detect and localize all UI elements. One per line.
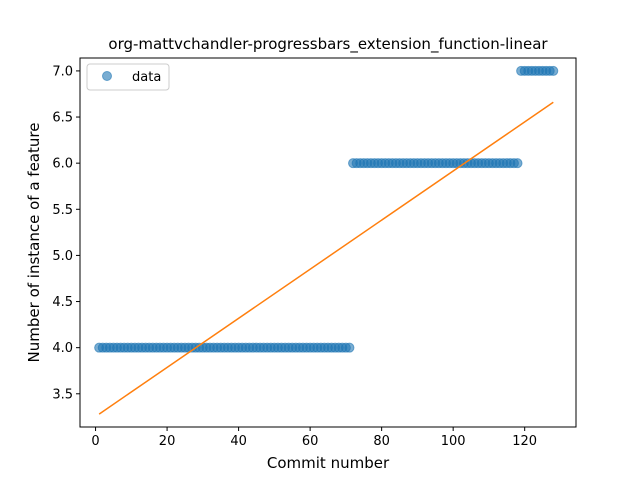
y-tick-label: 3.5 [52, 387, 73, 402]
y-axis-label: Number of instance of a feature [25, 123, 43, 363]
x-tick-label: 60 [302, 434, 319, 449]
chart-title: org-mattvchandler-progressbars_extension… [108, 35, 548, 54]
x-tick-label: 20 [159, 434, 176, 449]
y-tick-label: 6.0 [52, 157, 73, 172]
y-tick-label: 4.0 [52, 341, 73, 356]
y-axis: 3.5 4.0 4.5 5.0 5.5 6.0 6.5 7.0 [52, 64, 80, 402]
x-tick-label: 80 [373, 434, 390, 449]
plot-area [94, 65, 559, 415]
y-tick-label: 7.0 [52, 64, 73, 79]
legend-marker [102, 71, 112, 81]
legend-label: data [132, 70, 161, 85]
data-point [548, 65, 559, 76]
x-axis: 0 20 40 60 80 100 120 [91, 427, 537, 449]
y-tick-label: 6.5 [52, 111, 73, 126]
x-tick-label: 100 [441, 434, 466, 449]
x-tick-label: 0 [91, 434, 99, 449]
data-point [344, 342, 355, 353]
fit-line [98, 101, 554, 415]
y-tick-label: 5.0 [52, 249, 73, 264]
x-tick-label: 120 [512, 434, 537, 449]
axes-frame [79, 57, 577, 428]
x-tick-label: 40 [230, 434, 247, 449]
legend: data [86, 63, 170, 91]
y-tick-label: 4.5 [52, 295, 73, 310]
y-tick-label: 5.5 [52, 203, 73, 218]
x-axis-label: Commit number [267, 454, 390, 472]
data-point [512, 158, 523, 169]
legend-box [86, 63, 170, 91]
